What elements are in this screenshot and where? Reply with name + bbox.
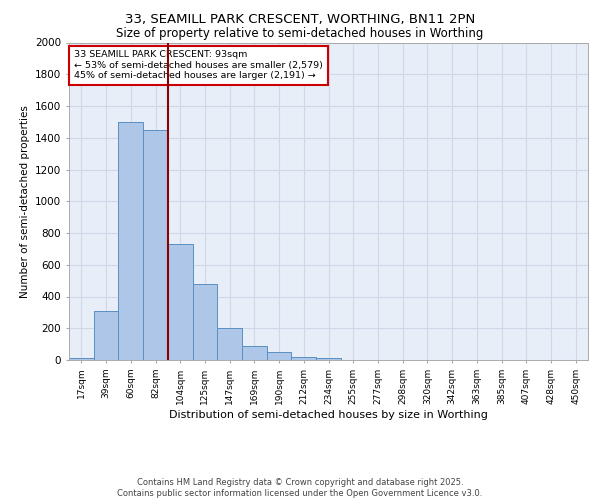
Bar (267, 352, 292, 360)
X-axis label: Distribution of semi-detached houses by size in Worthing: Distribution of semi-detached houses by … (169, 410, 488, 420)
Bar (69, 358, 94, 360)
Text: 33 SEAMILL PARK CRESCENT: 93sqm
← 53% of semi-detached houses are smaller (2,579: 33 SEAMILL PARK CRESCENT: 93sqm ← 53% of… (74, 50, 323, 80)
Bar (242, 346, 267, 360)
Bar (118, 122, 143, 360)
Bar (94, 311, 118, 360)
Bar (292, 357, 316, 360)
Bar (143, 130, 168, 360)
Bar (316, 358, 341, 360)
Text: Contains HM Land Registry data © Crown copyright and database right 2025.
Contai: Contains HM Land Registry data © Crown c… (118, 478, 482, 498)
Bar (193, 284, 217, 360)
Text: 33, SEAMILL PARK CRESCENT, WORTHING, BN11 2PN: 33, SEAMILL PARK CRESCENT, WORTHING, BN1… (125, 12, 475, 26)
Y-axis label: Number of semi-detached properties: Number of semi-detached properties (20, 105, 29, 298)
Bar (168, 244, 193, 360)
Text: Size of property relative to semi-detached houses in Worthing: Size of property relative to semi-detach… (116, 28, 484, 40)
Bar (217, 328, 242, 360)
